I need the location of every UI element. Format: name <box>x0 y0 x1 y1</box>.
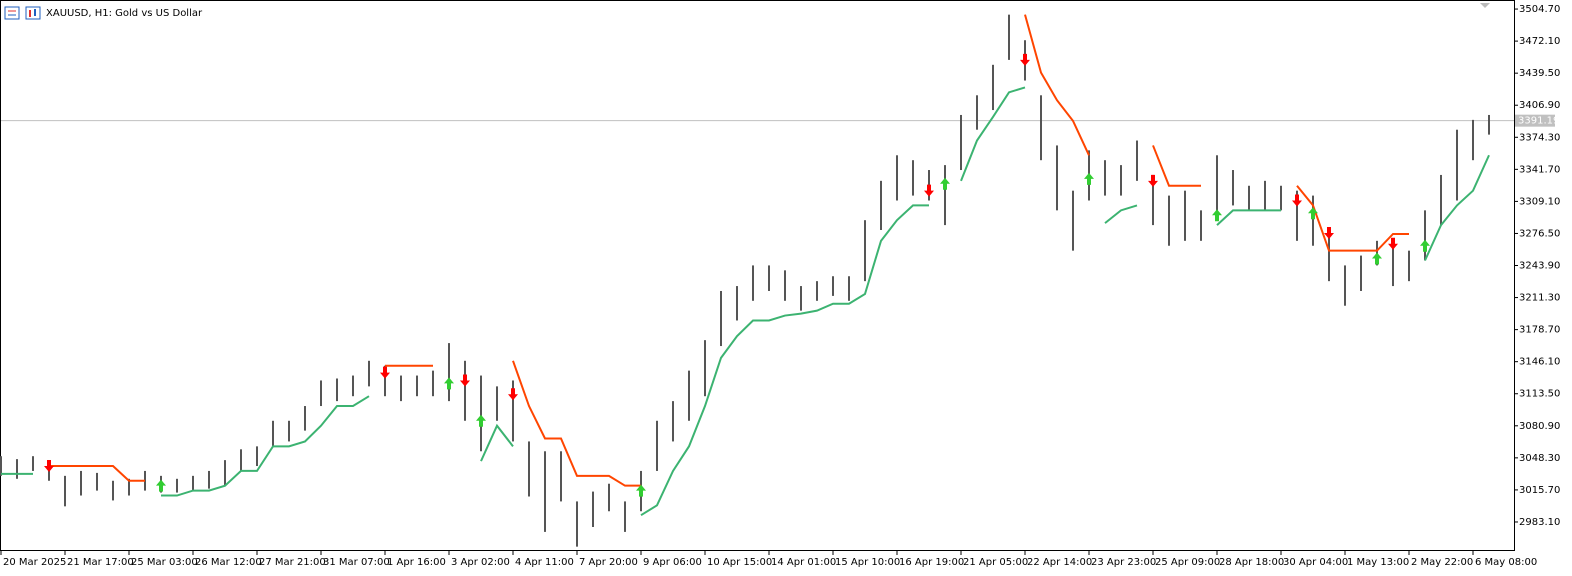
x-tick-label: 31 Mar 07:00 <box>323 557 390 568</box>
signal-arrow <box>1148 174 1158 187</box>
signal-arrow <box>1324 226 1334 239</box>
signal-arrow <box>1084 172 1094 185</box>
signal-arrow <box>1292 194 1302 207</box>
signal-arrow <box>460 374 470 387</box>
x-tick-label: 30 Apr 04:00 <box>1283 557 1348 568</box>
x-tick-label: 14 Apr 01:00 <box>771 557 836 568</box>
y-tick-label: 3113.50 <box>1519 389 1560 400</box>
y-tick-label: 3080.90 <box>1519 421 1560 432</box>
y-tick-label: 3341.70 <box>1519 164 1560 175</box>
x-tick-label: 23 Apr 23:00 <box>1091 557 1156 568</box>
x-tick-label: 1 Apr 16:00 <box>387 557 446 568</box>
scroll-marker <box>1480 3 1490 8</box>
x-tick-label: 28 Apr 18:00 <box>1219 557 1284 568</box>
signal-arrow <box>1372 252 1382 265</box>
y-tick-label: 3276.50 <box>1519 228 1560 239</box>
signal-arrow <box>444 377 454 390</box>
signal-arrow <box>1212 209 1222 222</box>
x-tick-label: 7 Apr 20:00 <box>579 557 638 568</box>
price-label: 3391.19 <box>1518 116 1559 127</box>
chart-title: XAUUSD, H1: Gold vs US Dollar <box>46 8 203 19</box>
y-tick-label: 3048.30 <box>1519 453 1560 464</box>
y-tick-label: 2983.10 <box>1519 517 1560 528</box>
signal-arrow <box>156 479 166 492</box>
x-tick-label: 22 Apr 14:00 <box>1027 557 1092 568</box>
signal-arrow <box>924 184 934 197</box>
price-tag <box>1515 114 1555 127</box>
signal-arrow <box>940 177 950 190</box>
signal-arrow <box>1020 53 1030 66</box>
x-tick-label: 9 Apr 06:00 <box>643 557 702 568</box>
y-tick-label: 3015.70 <box>1519 485 1560 496</box>
signal-arrow <box>508 388 518 401</box>
y-tick-label: 3243.90 <box>1519 261 1560 272</box>
x-tick-label: 1 May 13:00 <box>1347 557 1409 568</box>
signal-arrow <box>636 484 646 497</box>
x-tick-label: 25 Mar 03:00 <box>131 557 198 568</box>
y-tick-label: 3178.70 <box>1519 325 1560 336</box>
y-tick-label: 3504.70 <box>1519 4 1560 15</box>
y-tick-label: 3406.90 <box>1519 100 1560 111</box>
symbol-icons <box>4 6 41 20</box>
x-tick-label: 10 Apr 15:00 <box>707 557 772 568</box>
x-tick-label: 20 Mar 2025 <box>3 557 66 568</box>
signal-arrow <box>1308 207 1318 220</box>
signal-arrow <box>476 414 486 427</box>
x-tick-label: 25 Apr 09:00 <box>1155 557 1220 568</box>
y-tick-label: 3309.10 <box>1519 196 1560 207</box>
x-tick-label: 2 May 22:00 <box>1411 557 1473 568</box>
x-tick-label: 16 Apr 19:00 <box>899 557 964 568</box>
y-tick-label: 3211.30 <box>1519 293 1560 304</box>
y-tick-label: 3439.50 <box>1519 68 1560 79</box>
x-tick-label: 21 Apr 05:00 <box>963 557 1028 568</box>
y-tick-label: 3374.30 <box>1519 132 1560 143</box>
icon <box>25 6 41 20</box>
x-tick-label: 6 May 08:00 <box>1475 557 1537 568</box>
x-tick-label: 26 Mar 12:00 <box>195 557 262 568</box>
y-tick-label: 3146.10 <box>1519 357 1560 368</box>
x-tick-label: 3 Apr 02:00 <box>451 557 510 568</box>
signal-arrow <box>44 460 54 473</box>
signal-arrow <box>380 366 390 379</box>
x-tick-label: 4 Apr 11:00 <box>515 557 574 568</box>
supertrend-line <box>49 14 1409 487</box>
signal-arrow <box>1420 239 1430 252</box>
x-tick-label: 27 Mar 21:00 <box>259 557 326 568</box>
signal-arrow <box>1388 237 1398 250</box>
x-tick-label: 15 Apr 10:00 <box>835 557 900 568</box>
supertrend-line <box>1 86 1490 517</box>
plot-frame <box>0 0 1515 551</box>
x-tick-label: 21 Mar 17:00 <box>67 557 134 568</box>
icon <box>4 6 20 20</box>
y-tick-label: 3472.10 <box>1519 36 1560 47</box>
